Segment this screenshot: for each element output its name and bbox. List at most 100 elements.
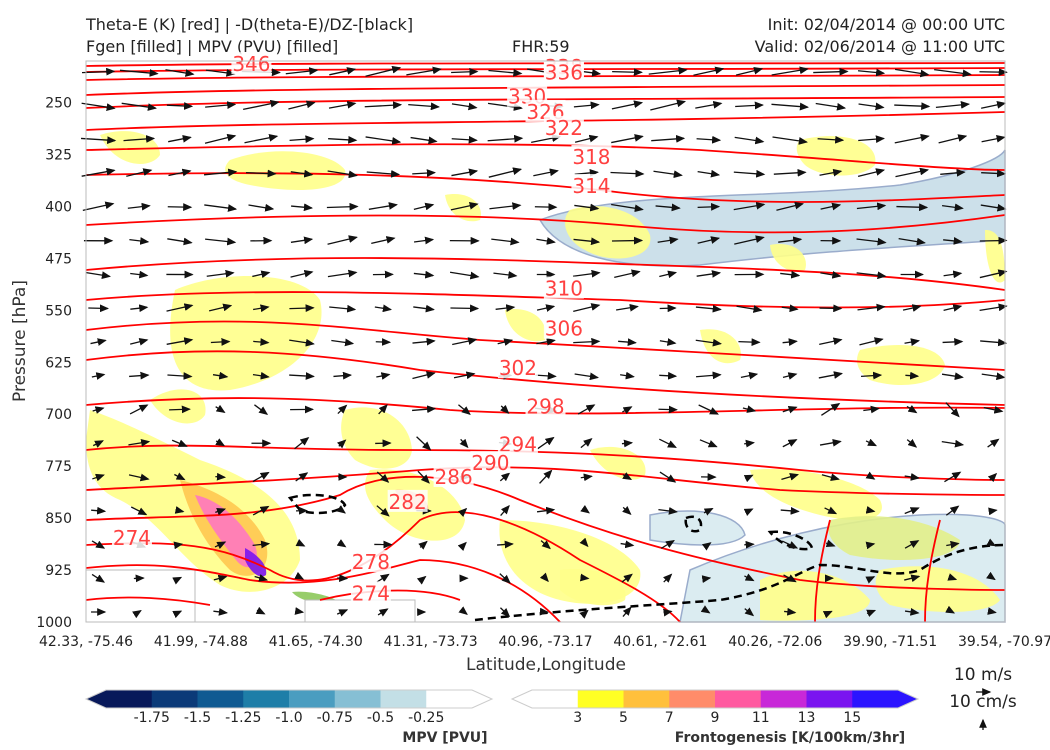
wind-vector [408,102,440,111]
wind-vector [983,405,1004,414]
wind-vector [92,440,104,448]
wind-vector [91,506,107,515]
theta-e-label: 274 [352,581,390,605]
wind-vector [487,134,524,143]
wind-vector [621,573,633,583]
wind-vector [533,168,559,177]
wind-vector [166,337,194,345]
wind-vector [733,201,766,211]
wind-vector [819,438,842,447]
y-tick-label: 925 [45,563,72,579]
wind-vector [364,101,403,110]
wind-vector [941,203,964,212]
wind-vector [171,439,188,447]
fgen-region [150,389,206,424]
wind-vector [206,269,235,278]
colorbar-tick-label: -1.75 [134,710,170,726]
wind-vector [857,303,886,312]
theta-e-label-bg [571,174,612,197]
wind-vector [215,507,227,516]
theta-e-label-bg [525,394,566,417]
wind-vector [412,169,436,177]
wind-vector [168,168,192,177]
wind-vector [778,236,803,245]
wind-vector [288,100,316,110]
wind-vector [622,472,633,481]
header-valid-time: Valid: 02/06/2014 @ 11:00 UTC [754,37,1005,56]
wind-vector [376,505,390,517]
fgen-region [565,206,651,259]
wind-vector [167,237,193,246]
wind-vector [172,576,183,585]
wind-vector [167,372,193,380]
wind-vector [215,472,227,481]
wind-vector [822,610,833,619]
wind-vector [979,303,1008,312]
wind-vector [895,167,930,178]
theta-e-label: 322 [545,116,583,140]
wind-vector [459,438,469,449]
wind-vector [904,607,920,616]
wind-vector [622,406,633,415]
wind-vector [457,507,468,517]
colorbar-tick-label: 5 [619,710,628,726]
wind-vector [252,270,271,279]
theta-e-label: 286 [435,465,473,489]
header-init-time: Init: 02/04/2014 @ 00:00 UTC [767,15,1005,34]
colorbar-segment [623,690,670,708]
colorbar-extend-left [86,690,106,708]
wind-vector [453,371,476,380]
wind-vector [573,337,601,346]
wind-vector [537,436,555,450]
wind-vector [945,505,960,516]
wind-vector [499,472,511,482]
wind-vector [410,136,438,145]
wind-vector [865,438,878,447]
fgen-region [828,516,960,560]
wind-vector [697,169,721,178]
theta-e-label-bg [571,144,612,167]
wind-vector [738,338,761,346]
wind-vector [413,304,435,313]
theta-e-label: 310 [545,277,583,301]
wind-vector [856,271,887,280]
wind-vector [495,304,516,312]
wind-vector [611,100,644,110]
wind-vector [940,168,966,177]
colorbar-segment [426,690,473,708]
wind-vector [331,338,355,347]
wind-vector [699,439,718,448]
wind-vector [736,305,763,313]
wind-vector [980,203,1007,212]
fgen-region [750,469,882,520]
wind-vector [252,540,271,549]
wind-vector [80,136,117,144]
wind-vector [327,170,358,179]
wind-vector [783,574,797,583]
wind-vector [659,270,678,279]
wind-vector [573,303,601,313]
wind-vector [213,574,228,583]
wind-vector [574,203,600,212]
wind-vector [902,304,922,312]
wind-vector [857,68,886,77]
wind-vector [327,235,358,245]
wind-vector [81,167,116,177]
wind-vector [905,371,920,380]
wind-vector [856,237,887,246]
wind-vector [500,504,510,516]
wind-vector [865,506,876,514]
wind-vector [497,540,514,549]
wind-vector [451,102,478,111]
wind-vector [451,168,479,177]
theta-e-contour [85,84,1006,96]
wind-vector [947,573,958,581]
wind-vector [906,438,918,448]
dthetae-dz-contour [684,515,703,533]
wind-vector [987,472,998,483]
x-tick-label: 39.54, -70.97 [958,634,1050,650]
wind-vector [215,438,226,447]
wind-vector [580,504,590,514]
wind-vector [333,371,353,380]
wind-vector [536,237,556,245]
